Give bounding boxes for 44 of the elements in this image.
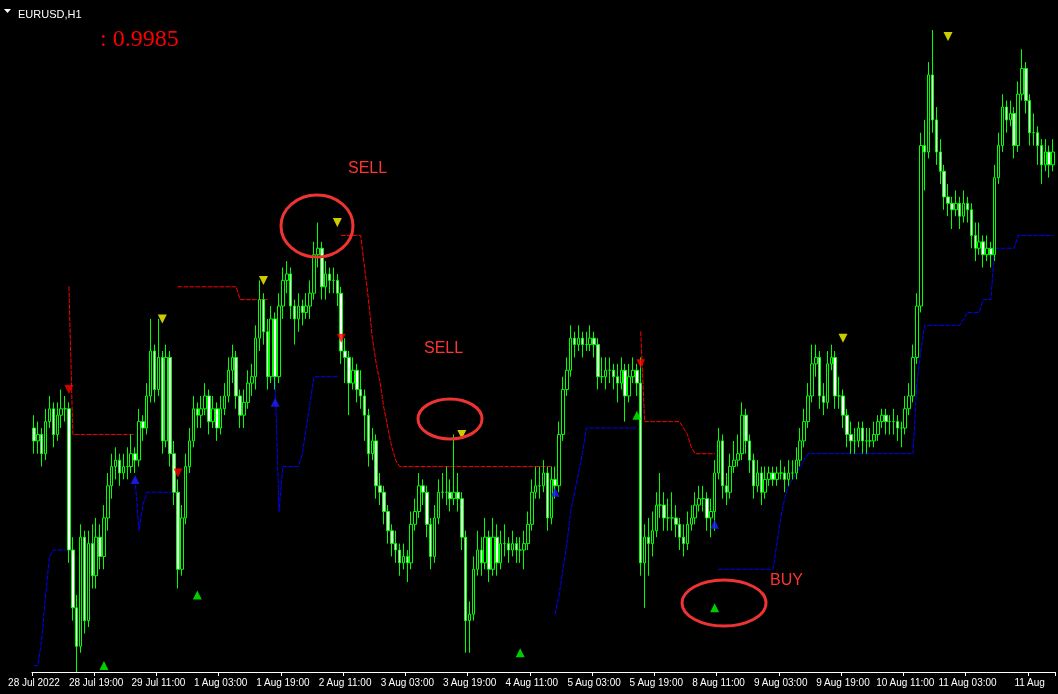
x-tick-label: 11 Aug 03:00	[938, 676, 998, 688]
x-tick-label: 3 Aug 19:00	[442, 676, 497, 688]
chart-title: EURUSD,H1	[18, 7, 82, 20]
x-tick-label: 9 Aug 19:00	[816, 676, 871, 688]
candlestick	[441, 472, 444, 500]
x-tick-label: 5 Aug 03:00	[567, 676, 622, 688]
x-tick-label: 2 Aug 11:00	[318, 676, 372, 688]
x-tick-label: 28 Jul 19:00	[68, 676, 124, 688]
x-tick-label: 9 Aug 03:00	[754, 676, 808, 688]
x-tick-label: 11 Aug	[1014, 676, 1045, 688]
x-tick-label: 28 Jul 2022	[8, 676, 61, 688]
point	[270, 397, 280, 407]
candlestick	[604, 356, 607, 391]
point	[157, 314, 167, 324]
x-tick-label: 1 Aug 03:00	[193, 676, 248, 688]
x-tick-label: 4 Aug 11:00	[505, 676, 559, 688]
candlestick	[884, 408, 888, 435]
x-tick-label: 29 Jul 11:00	[131, 676, 186, 688]
x-tick-label: 3 Aug 03:00	[380, 676, 435, 688]
x-tick-label: 5 Aug 19:00	[629, 676, 684, 688]
point	[838, 333, 848, 343]
x-tick-label: 10 Aug 11:00	[876, 676, 935, 688]
point	[99, 661, 109, 671]
candlestick	[94, 517, 98, 590]
point	[943, 31, 953, 41]
point	[636, 359, 646, 369]
annotation: SELL	[348, 158, 388, 176]
candlestick	[865, 427, 868, 455]
point	[64, 385, 74, 395]
candlestick	[32, 414, 36, 455]
point	[173, 468, 183, 478]
x-tick-label: 1 Aug 19:00	[256, 676, 311, 688]
point	[710, 519, 720, 529]
annotation: BUY	[770, 570, 804, 588]
candlestick	[861, 421, 864, 455]
point	[130, 474, 140, 484]
annotation: : 0.9985	[100, 25, 179, 51]
point	[632, 410, 642, 420]
annotation: SELL	[424, 338, 464, 356]
x-tick-label: 8 Aug 11:00	[692, 676, 746, 688]
point	[258, 275, 268, 285]
point	[332, 218, 342, 228]
candlestick	[771, 466, 775, 487]
point	[550, 487, 560, 497]
